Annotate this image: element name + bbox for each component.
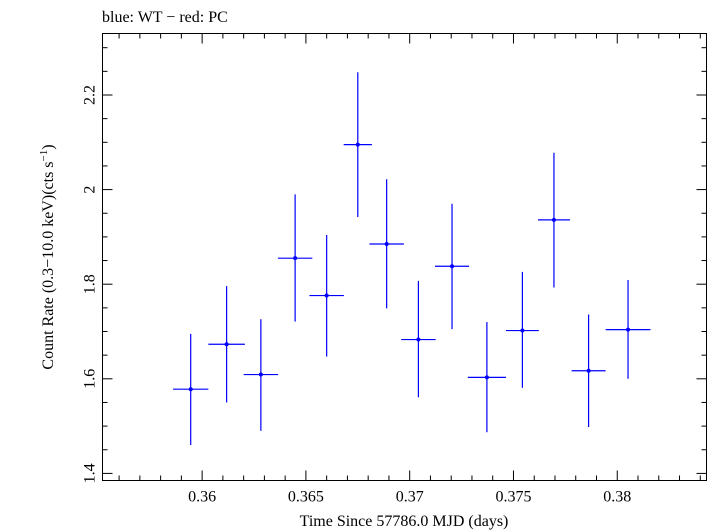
x-tick-label: 0.365 xyxy=(288,489,324,506)
data-series-blue xyxy=(173,72,651,446)
chart-title: blue: WT − red: PC xyxy=(102,9,228,26)
data-point xyxy=(551,217,556,222)
data-point xyxy=(293,256,298,261)
x-tick-label: 0.38 xyxy=(603,489,631,506)
data-point xyxy=(258,372,263,377)
y-axis-label-main: Count Rate (0.3−10.0 keV)(cts s xyxy=(40,161,57,369)
x-tick-labels: 0.36 0.365 0.37 0.375 0.38 xyxy=(188,489,631,506)
data-point xyxy=(484,375,489,380)
y-tick-label: 1.4 xyxy=(82,463,99,483)
y-axis-label-exponent: −1 xyxy=(38,150,50,162)
y-tick-label: 1.6 xyxy=(82,369,99,389)
y-tick-label: 2 xyxy=(82,186,99,194)
data-point xyxy=(520,328,525,333)
y-tick-label: 2.2 xyxy=(82,85,99,105)
data-point xyxy=(188,387,193,392)
plot-frame xyxy=(102,33,707,481)
data-point xyxy=(626,327,631,332)
x-tick-label: 0.36 xyxy=(188,489,216,506)
data-point xyxy=(355,142,360,147)
axis-ticks xyxy=(102,33,707,481)
y-tick-labels: 1.4 1.6 1.8 2 2.2 xyxy=(82,85,99,483)
y-tick-label: 1.8 xyxy=(82,274,99,294)
x-tick-label: 0.375 xyxy=(495,489,531,506)
y-axis-label: Count Rate (0.3−10.0 keV)(cts s−1) xyxy=(38,144,57,369)
data-point xyxy=(224,342,229,347)
data-point xyxy=(384,241,389,246)
y-axis-label-close: ) xyxy=(40,144,57,149)
data-point xyxy=(416,337,421,342)
data-point xyxy=(586,368,591,373)
data-point xyxy=(450,264,455,269)
x-tick-label: 0.37 xyxy=(396,489,424,506)
data-point xyxy=(324,293,329,298)
x-axis-label: Time Since 57786.0 MJD (days) xyxy=(300,513,509,530)
